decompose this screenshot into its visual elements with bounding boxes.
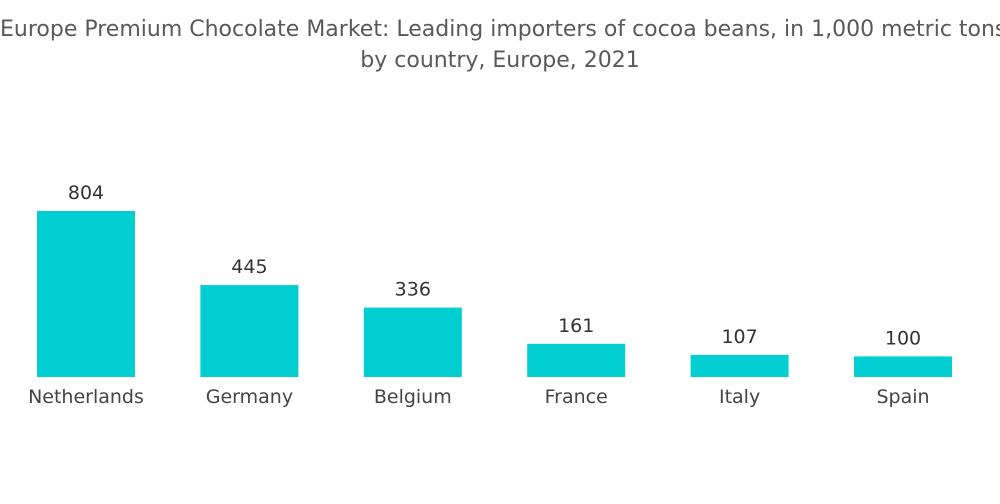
category-label-italy: Italy	[719, 386, 760, 408]
value-label-spain: 100	[885, 327, 921, 349]
category-label-spain: Spain	[876, 386, 929, 408]
category-labels-group: Netherlands Germany Belgium France Italy Spai…	[28, 386, 929, 408]
chart-title-line-1: Europe Premium Chocolate Market: Leading…	[0, 17, 1000, 42]
value-label-netherlands: 804	[68, 182, 104, 204]
category-label-germany: Germany	[206, 386, 293, 408]
chart-title-line-2: by country, Europe, 2021	[360, 48, 640, 73]
category-label-france: France	[545, 386, 608, 408]
bars-group	[37, 211, 952, 377]
bar-netherlands	[37, 211, 135, 377]
chart-title: Europe Premium Chocolate Market: Leading…	[0, 14, 1000, 76]
category-label-netherlands: Netherlands	[28, 386, 144, 408]
category-label-belgium: Belgium	[374, 386, 452, 408]
value-labels-group: 804 445 336 161 107 100	[68, 182, 921, 349]
bar-belgium	[363, 307, 462, 377]
value-label-belgium: 336	[395, 279, 431, 301]
bar-france	[527, 343, 626, 377]
value-label-italy: 107	[721, 326, 757, 348]
value-label-germany: 445	[231, 256, 267, 278]
bar-germany	[200, 285, 299, 377]
value-label-france: 161	[558, 315, 594, 337]
bar-italy	[690, 354, 789, 377]
bar-spain	[854, 356, 952, 377]
